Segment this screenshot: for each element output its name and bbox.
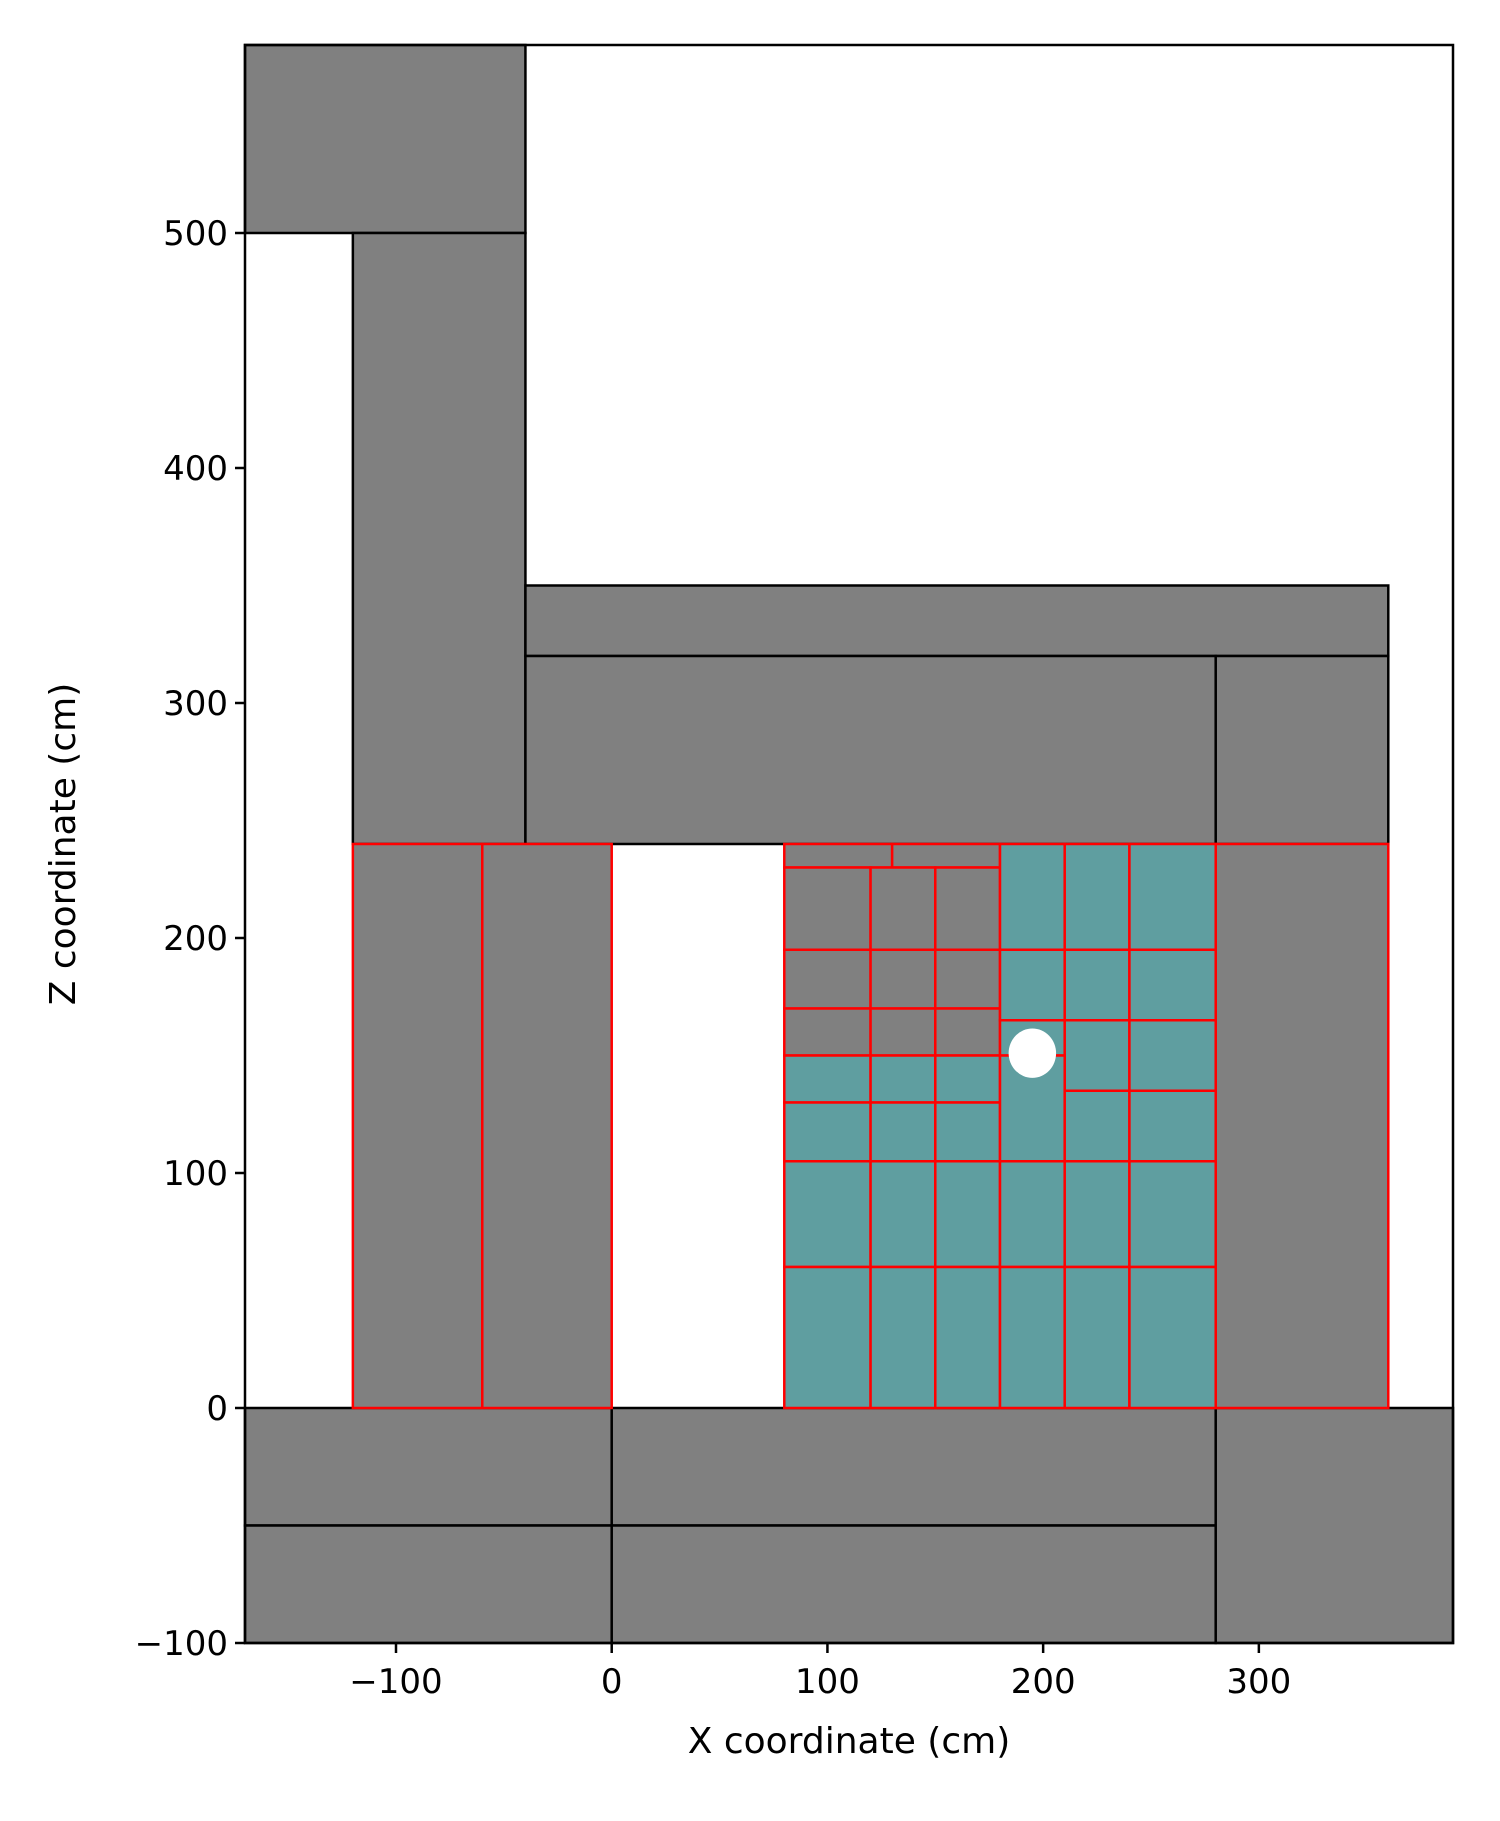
x-axis-ticks: −100 0 100 200 300 [349, 1643, 1291, 1702]
marker-layer [1008, 1028, 1057, 1078]
y-tick-label: 200 [163, 919, 228, 959]
y-tick-label: 300 [163, 684, 228, 724]
detector-cell-41 [934, 1265, 1002, 1410]
detector-cell-11 [934, 948, 1002, 1010]
detector-cell-17 [934, 1054, 1002, 1104]
detector-cell-20 [934, 1101, 1002, 1163]
detector-cell-36 [998, 1160, 1066, 1269]
detector-cell-3 [1214, 842, 1390, 1410]
structure-block-3 [524, 584, 1390, 658]
detector-cell-32 [1128, 1089, 1217, 1163]
structure-block-8 [610, 1406, 1217, 1527]
detector-cell-42 [998, 1265, 1066, 1410]
source-marker [1008, 1028, 1057, 1078]
detector-cell-35 [934, 1160, 1002, 1269]
y-tick-label: 0 [206, 1389, 228, 1429]
structure-block-1 [243, 43, 527, 235]
detector-cell-26 [1128, 948, 1217, 1022]
y-tick-label: 400 [163, 449, 228, 489]
axes-frame [243, 43, 1455, 1645]
detector-cell-blocks [351, 842, 1390, 1410]
detector-cell-12 [783, 1007, 872, 1057]
detector-cell-7 [869, 866, 937, 951]
detector-cell-10 [869, 948, 937, 1010]
detector-cell-2 [481, 842, 613, 1410]
detector-cell-28 [1063, 1019, 1131, 1092]
detector-cell-18 [783, 1101, 872, 1163]
y-tick-label: 100 [163, 1154, 228, 1194]
structure-blocks [243, 43, 1455, 1645]
structure-block-9 [610, 1524, 1217, 1645]
x-tick-label: 100 [795, 1662, 860, 1702]
detector-cell-4 [783, 842, 894, 869]
detector-cell-9 [783, 948, 872, 1010]
detector-cell-25 [1063, 948, 1131, 1022]
detector-cell-43 [1063, 1265, 1131, 1410]
x-tick-label: 300 [1226, 1662, 1291, 1702]
detector-cell-15 [783, 1054, 872, 1104]
detector-cell-44 [1128, 1265, 1217, 1410]
detector-cell-22 [1063, 842, 1131, 951]
structure-block-6 [243, 1406, 613, 1527]
structure-block-7 [243, 1524, 613, 1645]
structure-block-5 [1214, 654, 1390, 846]
detector-cell-23 [1128, 842, 1217, 951]
detector-cell-16 [869, 1054, 937, 1104]
detector-cell-1 [351, 842, 484, 1410]
detector-cell-24 [998, 948, 1066, 1022]
detector-cell-40 [869, 1265, 937, 1410]
x-tick-label: −100 [349, 1662, 442, 1702]
detector-cell-34 [869, 1160, 937, 1269]
y-axis-label: Z coordinate (cm) [43, 683, 84, 1006]
detector-cell-37 [1063, 1160, 1131, 1269]
detector-cell-29 [1128, 1019, 1217, 1092]
detector-cell-38 [1128, 1160, 1217, 1269]
structure-block-2 [351, 231, 527, 846]
detector-cell-13 [869, 1007, 937, 1057]
detector-cell-5 [890, 842, 1002, 869]
detector-cell-8 [934, 866, 1002, 951]
detector-cell-31 [1063, 1089, 1131, 1163]
x-tick-label: 200 [1011, 1662, 1076, 1702]
structure-block-4 [524, 654, 1217, 846]
x-axis-label: X coordinate (cm) [688, 1721, 1011, 1762]
y-tick-label: −100 [135, 1624, 228, 1664]
x-tick-label: 0 [601, 1662, 623, 1702]
detector-cell-39 [783, 1265, 872, 1410]
y-axis-ticks: −100 0 100 200 300 400 500 [135, 214, 245, 1664]
structure-block-10 [1214, 1406, 1455, 1645]
detector-cell-21 [998, 842, 1066, 951]
detector-cell-19 [869, 1101, 937, 1163]
detector-cell-6 [783, 866, 872, 951]
detector-cell-14 [934, 1007, 1002, 1057]
y-tick-label: 500 [163, 214, 228, 254]
detector-cell-33 [783, 1160, 872, 1269]
